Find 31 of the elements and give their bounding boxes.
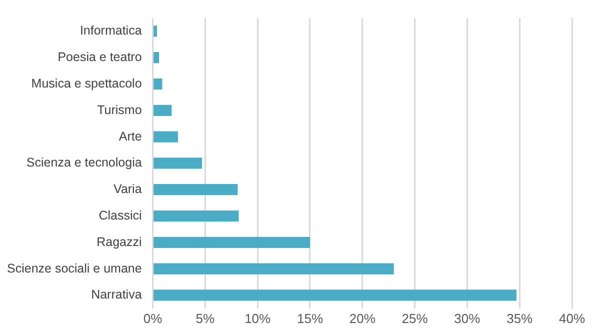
- bar: [154, 26, 157, 37]
- y-tick-label: Varia: [114, 182, 142, 196]
- bar: [154, 263, 394, 274]
- y-tick-label: Narrativa: [91, 288, 142, 302]
- y-tick-label: Informatica: [80, 24, 142, 38]
- bar: [154, 52, 160, 64]
- x-tick-label: 40%: [558, 310, 586, 326]
- bar: [154, 158, 202, 169]
- x-tick-label: 0%: [143, 310, 163, 326]
- y-tick-label: Poesia e teatro: [58, 50, 142, 64]
- x-tick-label: 35%: [506, 310, 534, 326]
- y-tick-label: Musica e spettacolo: [31, 76, 142, 90]
- bar: [154, 78, 162, 90]
- bar: [154, 131, 178, 142]
- y-tick-label: Ragazzi: [96, 234, 142, 249]
- y-tick-label: Arte: [118, 129, 142, 144]
- bar: [154, 210, 239, 222]
- bar: [154, 290, 516, 301]
- bar: [154, 184, 238, 196]
- bar: [154, 104, 172, 116]
- y-tick-label: Turismo: [97, 102, 142, 117]
- y-tick-label: Scienza e tecnologia: [26, 156, 142, 170]
- x-tick-label: 10%: [244, 310, 272, 326]
- x-tick-label: 25%: [402, 310, 428, 326]
- y-tick-label: Classici: [98, 208, 142, 222]
- bar: [154, 236, 310, 248]
- x-tick-label: 20%: [349, 310, 376, 326]
- y-tick-label: Scienze sociali e umane: [7, 261, 142, 276]
- x-tick-label: 5%: [196, 310, 216, 326]
- x-tick-label: 15%: [296, 310, 324, 326]
- x-tick-label: 30%: [454, 310, 481, 326]
